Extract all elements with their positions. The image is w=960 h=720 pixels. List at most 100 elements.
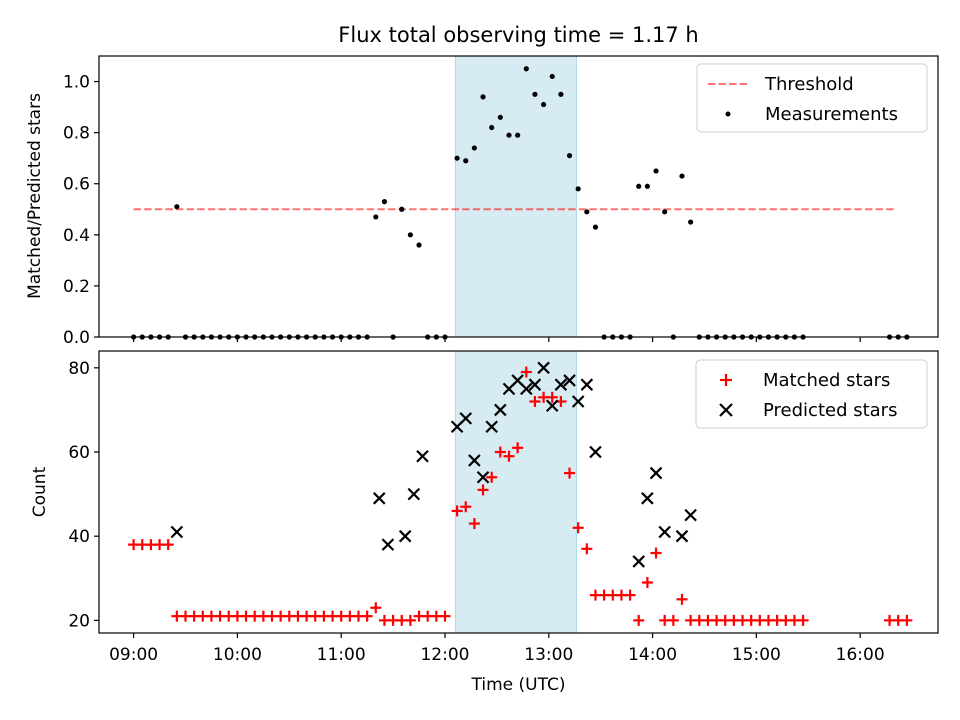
y-tick-label: 0.4: [63, 226, 90, 246]
measurement-point: [407, 232, 413, 238]
measurement-point: [592, 224, 599, 230]
predicted-star-point: [372, 492, 386, 505]
matched-star-point: [451, 505, 463, 517]
predicted-star-point: [459, 412, 473, 425]
top-y-axis-label: Matched/Predicted stars: [25, 93, 45, 299]
y-tick-label: 0.2: [63, 277, 90, 297]
measurement-point: [399, 206, 405, 212]
predicted-star-point: [398, 529, 412, 543]
matched-star-point: [797, 614, 809, 626]
top-y-ticks: 0.0 0.2 0.4 0.6 0.8 1.0: [63, 73, 99, 348]
matched-star-point: [572, 522, 584, 534]
measurement-point: [558, 91, 564, 97]
matched-star-point: [486, 471, 498, 483]
predicted-star-point: [632, 555, 646, 568]
predicted-star-point: [563, 374, 576, 387]
measurement-point: [471, 145, 477, 151]
measurement-point: [679, 173, 685, 179]
bottom-y-ticks: 20 40 60 80: [68, 359, 99, 631]
matched-star-point: [512, 442, 524, 454]
measurement-point: [454, 155, 460, 161]
predicted-star-point: [675, 529, 689, 543]
top-x-ticks: [132, 337, 861, 342]
top-legend-box: [696, 63, 928, 133]
predicted-star-point: [520, 382, 533, 396]
predicted-star-point: [537, 361, 550, 375]
matched-star-point: [439, 610, 451, 622]
bottom-panel: 20 40 60 80 09:00 10:00 11:00 12:00 13:00 14:00 1…: [30, 350, 939, 695]
bottom-axes-frame: [98, 350, 939, 634]
y-tick-label: 1.0: [63, 73, 90, 93]
predicted-star-point: [407, 487, 421, 501]
predicted-legend-label: Predicted stars: [763, 400, 897, 421]
x-axis-label: Time (UTC): [471, 675, 566, 695]
measurement-point: [540, 101, 547, 108]
y-tick-label: 0.8: [63, 124, 90, 144]
bottom-legend: Matched stars Predicted stars: [695, 359, 928, 429]
measurement-point: [523, 66, 529, 72]
predicted-star-point: [554, 378, 568, 391]
measurement-point: [653, 168, 659, 174]
predicted-star-point: [381, 538, 395, 551]
predicted-star-point: [571, 395, 585, 408]
matched-star-point: [901, 614, 913, 626]
predicted-legend-swatch: [719, 403, 733, 417]
predicted-star-point: [528, 378, 542, 391]
predicted-star-point: [641, 492, 654, 505]
measurement-point: [480, 94, 486, 100]
matched-star-point: [162, 539, 174, 551]
matched-star-point: [641, 576, 653, 588]
threshold-legend-label: Threshold: [764, 74, 854, 95]
matched-star-point: [494, 446, 506, 458]
y-tick-label: 40: [68, 527, 90, 547]
measurement-point: [566, 153, 573, 159]
matched-star-point: [581, 543, 593, 555]
matched-star-point: [460, 501, 472, 513]
measurement-point: [584, 209, 590, 215]
x-tick-label: 15:00: [732, 645, 781, 665]
measurement-point: [373, 214, 379, 220]
predicted-star-point: [494, 403, 507, 417]
predicted-star-point: [416, 449, 429, 463]
measurement-point: [416, 242, 422, 248]
matched-star-point: [529, 396, 541, 408]
matched-star-point: [650, 547, 662, 559]
measurement-point: [636, 183, 642, 189]
predicted-star-point: [649, 466, 663, 480]
measurement-point: [497, 114, 503, 120]
matched-star-point: [468, 518, 480, 530]
matched-star-point: [676, 593, 688, 605]
measurement-point: [532, 91, 538, 97]
measurement-point: [662, 209, 668, 215]
matched-star-point: [361, 610, 373, 622]
matched-legend-swatch: [720, 374, 732, 386]
matched-star-point: [624, 589, 636, 601]
measurement-point: [381, 199, 388, 205]
predicted-star-point: [468, 454, 481, 467]
x-tick-label: 14:00: [628, 645, 677, 665]
measurement-point: [463, 158, 469, 164]
predicted-star-point: [658, 525, 671, 539]
measurement-point: [174, 204, 180, 210]
y-tick-label: 20: [68, 611, 90, 631]
measurements-legend-swatch: [725, 111, 731, 117]
predicted-star-point: [684, 508, 697, 522]
predicted-star-point: [170, 525, 184, 539]
measurement-point: [515, 132, 521, 138]
chart-title: Flux total observing time = 1.17 h: [338, 23, 698, 47]
top-shaded-span: [454, 55, 577, 338]
measurement-point: [549, 73, 555, 80]
matched-star-point: [564, 467, 576, 479]
x-tick-label: 11:00: [317, 645, 366, 665]
matched-star-point: [546, 391, 558, 403]
matched-star-point: [667, 614, 679, 626]
x-tick-label: 09:00: [109, 645, 158, 665]
top-legend: Threshold Measurements: [696, 63, 928, 133]
matched-star-point: [477, 484, 489, 496]
measurement-point: [506, 132, 512, 138]
matched-stars-points: [128, 366, 913, 626]
predicted-star-point: [545, 399, 559, 412]
matched-star-point: [503, 450, 515, 462]
predicted-star-point: [589, 445, 602, 459]
measurement-point: [489, 124, 495, 131]
